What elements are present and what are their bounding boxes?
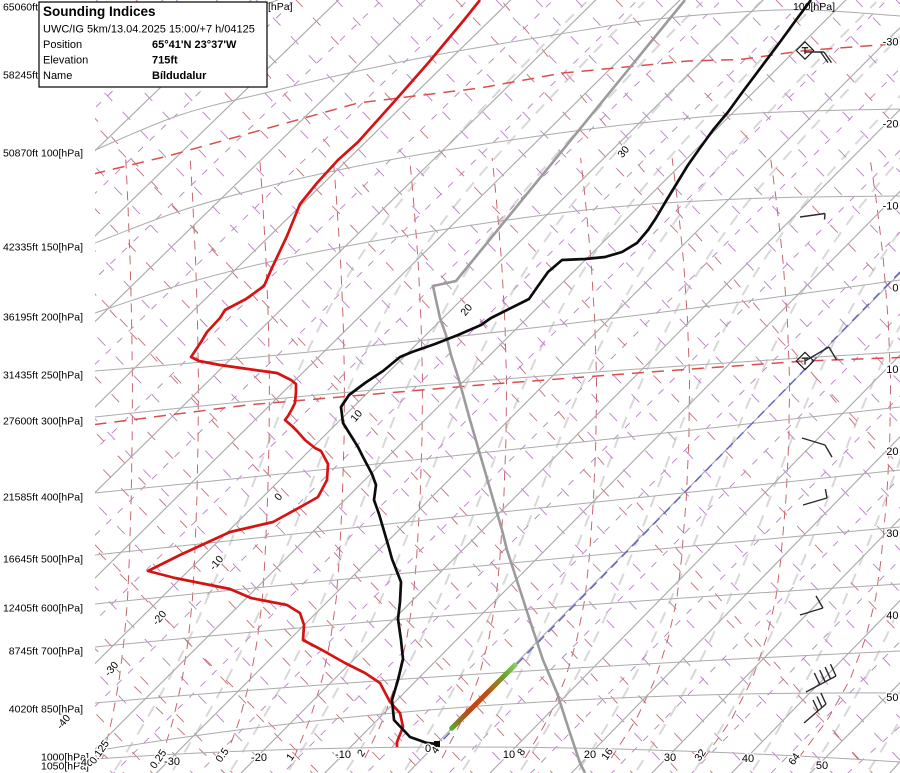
svg-text:36195ft: 36195ft	[3, 312, 38, 324]
svg-text:-20: -20	[883, 119, 899, 131]
svg-text:-30: -30	[883, 37, 899, 49]
svg-text:250[hPa]: 250[hPa]	[41, 370, 83, 382]
svg-text:200[hPa]: 200[hPa]	[41, 312, 83, 324]
svg-text:30: 30	[886, 528, 898, 540]
svg-text:30: 30	[664, 752, 676, 764]
svg-text:4020ft: 4020ft	[9, 704, 38, 716]
svg-text:300[hPa]: 300[hPa]	[41, 416, 83, 428]
svg-text:Elevation: Elevation	[43, 55, 88, 67]
svg-text:1000[hPa]: 1000[hPa]	[41, 752, 89, 764]
svg-text:400[hPa]: 400[hPa]	[41, 492, 83, 504]
svg-text:Position: Position	[43, 39, 82, 51]
svg-text:500[hPa]: 500[hPa]	[41, 554, 83, 566]
svg-text:20: 20	[584, 749, 596, 761]
svg-text:UWC/IG 5km/13.04.2025 15:00/+7: UWC/IG 5km/13.04.2025 15:00/+7 h/04125	[43, 24, 255, 36]
svg-text:8745ft: 8745ft	[9, 646, 38, 658]
svg-text:Name: Name	[43, 70, 72, 82]
svg-text:50870ft: 50870ft	[3, 148, 38, 160]
svg-text:20: 20	[886, 446, 898, 458]
svg-text:0: 0	[892, 282, 898, 294]
svg-text:715ft: 715ft	[152, 55, 178, 67]
svg-text:-10: -10	[335, 749, 351, 761]
svg-text:31435ft: 31435ft	[3, 370, 38, 382]
svg-text:-10: -10	[883, 200, 899, 212]
svg-text:50: 50	[886, 692, 898, 704]
svg-text:-40: -40	[77, 757, 93, 769]
svg-text:[hPa]: [hPa]	[268, 1, 293, 13]
svg-text:16645ft: 16645ft	[3, 554, 38, 566]
svg-text:100[hPa]: 100[hPa]	[793, 1, 835, 13]
svg-text:100[hPa]: 100[hPa]	[41, 148, 83, 160]
svg-text:42335ft: 42335ft	[3, 242, 38, 254]
svg-text:12405ft: 12405ft	[3, 603, 38, 615]
svg-text:40: 40	[886, 610, 898, 622]
svg-text:700[hPa]: 700[hPa]	[41, 646, 83, 658]
svg-text:1050[hPa]: 1050[hPa]	[41, 761, 89, 773]
svg-text:150[hPa]: 150[hPa]	[41, 242, 83, 254]
svg-text:10: 10	[503, 749, 515, 761]
svg-text:58245ft: 58245ft	[3, 70, 38, 82]
svg-text:21585ft: 21585ft	[3, 492, 38, 504]
svg-text:50: 50	[816, 760, 828, 772]
svg-text:65°41'N 23°37'W: 65°41'N 23°37'W	[152, 39, 237, 51]
svg-text:0: 0	[425, 743, 431, 755]
svg-text:-20: -20	[251, 752, 267, 764]
svg-text:40: 40	[742, 753, 754, 765]
svg-text:27600ft: 27600ft	[3, 416, 38, 428]
svg-text:65060ft: 65060ft	[3, 2, 38, 14]
svg-text:850[hPa]: 850[hPa]	[41, 704, 83, 716]
svg-text:Sounding Indices: Sounding Indices	[43, 4, 156, 19]
svg-text:Bíldudalur: Bíldudalur	[152, 70, 207, 82]
svg-text:600[hPa]: 600[hPa]	[41, 603, 83, 615]
svg-text:-30: -30	[164, 756, 180, 768]
svg-text:10: 10	[886, 364, 898, 376]
